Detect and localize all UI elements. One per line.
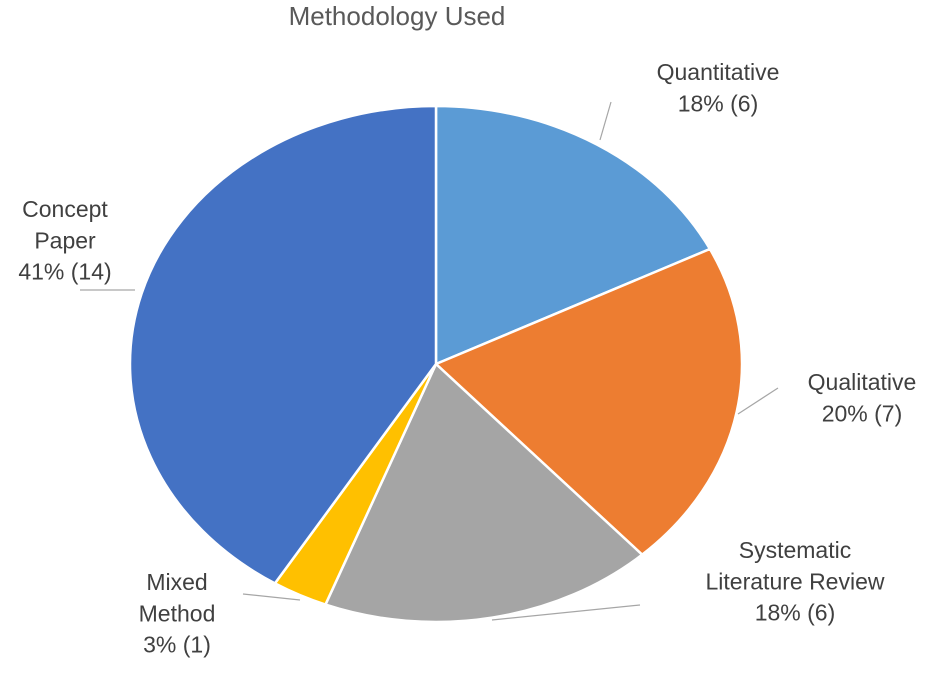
chart-title: Methodology Used (289, 1, 506, 31)
pie-slices (128, 104, 744, 624)
leader-line-qualitative (737, 387, 779, 415)
leader-line-quantitative (599, 101, 612, 141)
slice-label-quantitative: Quantitative 18% (6) (657, 59, 780, 116)
slice-label-systematic-literature-review: Systematic Literature Review 18% (6) (706, 537, 885, 626)
pie-slice-concept-paper (128, 104, 438, 585)
pie-slice-systematic-literature-review (324, 362, 644, 624)
pie-slice-qualitative (434, 247, 744, 556)
leader-line-systematic-literature-review (491, 604, 641, 621)
slice-labels: Quantitative 18% (6) Qualitative 20% (7) Sys… (18, 59, 916, 658)
slice-label-qualitative: Qualitative 20% (7) (808, 369, 917, 426)
label-leader-lines (80, 101, 779, 621)
slice-label-concept-paper: Concept Paper 41% (14) (18, 196, 111, 285)
pie-slice-quantitative (434, 104, 712, 366)
slice-label-mixed-method: Mixed Method 3% (1) (139, 569, 216, 658)
leader-line-mixed-method (242, 593, 301, 601)
